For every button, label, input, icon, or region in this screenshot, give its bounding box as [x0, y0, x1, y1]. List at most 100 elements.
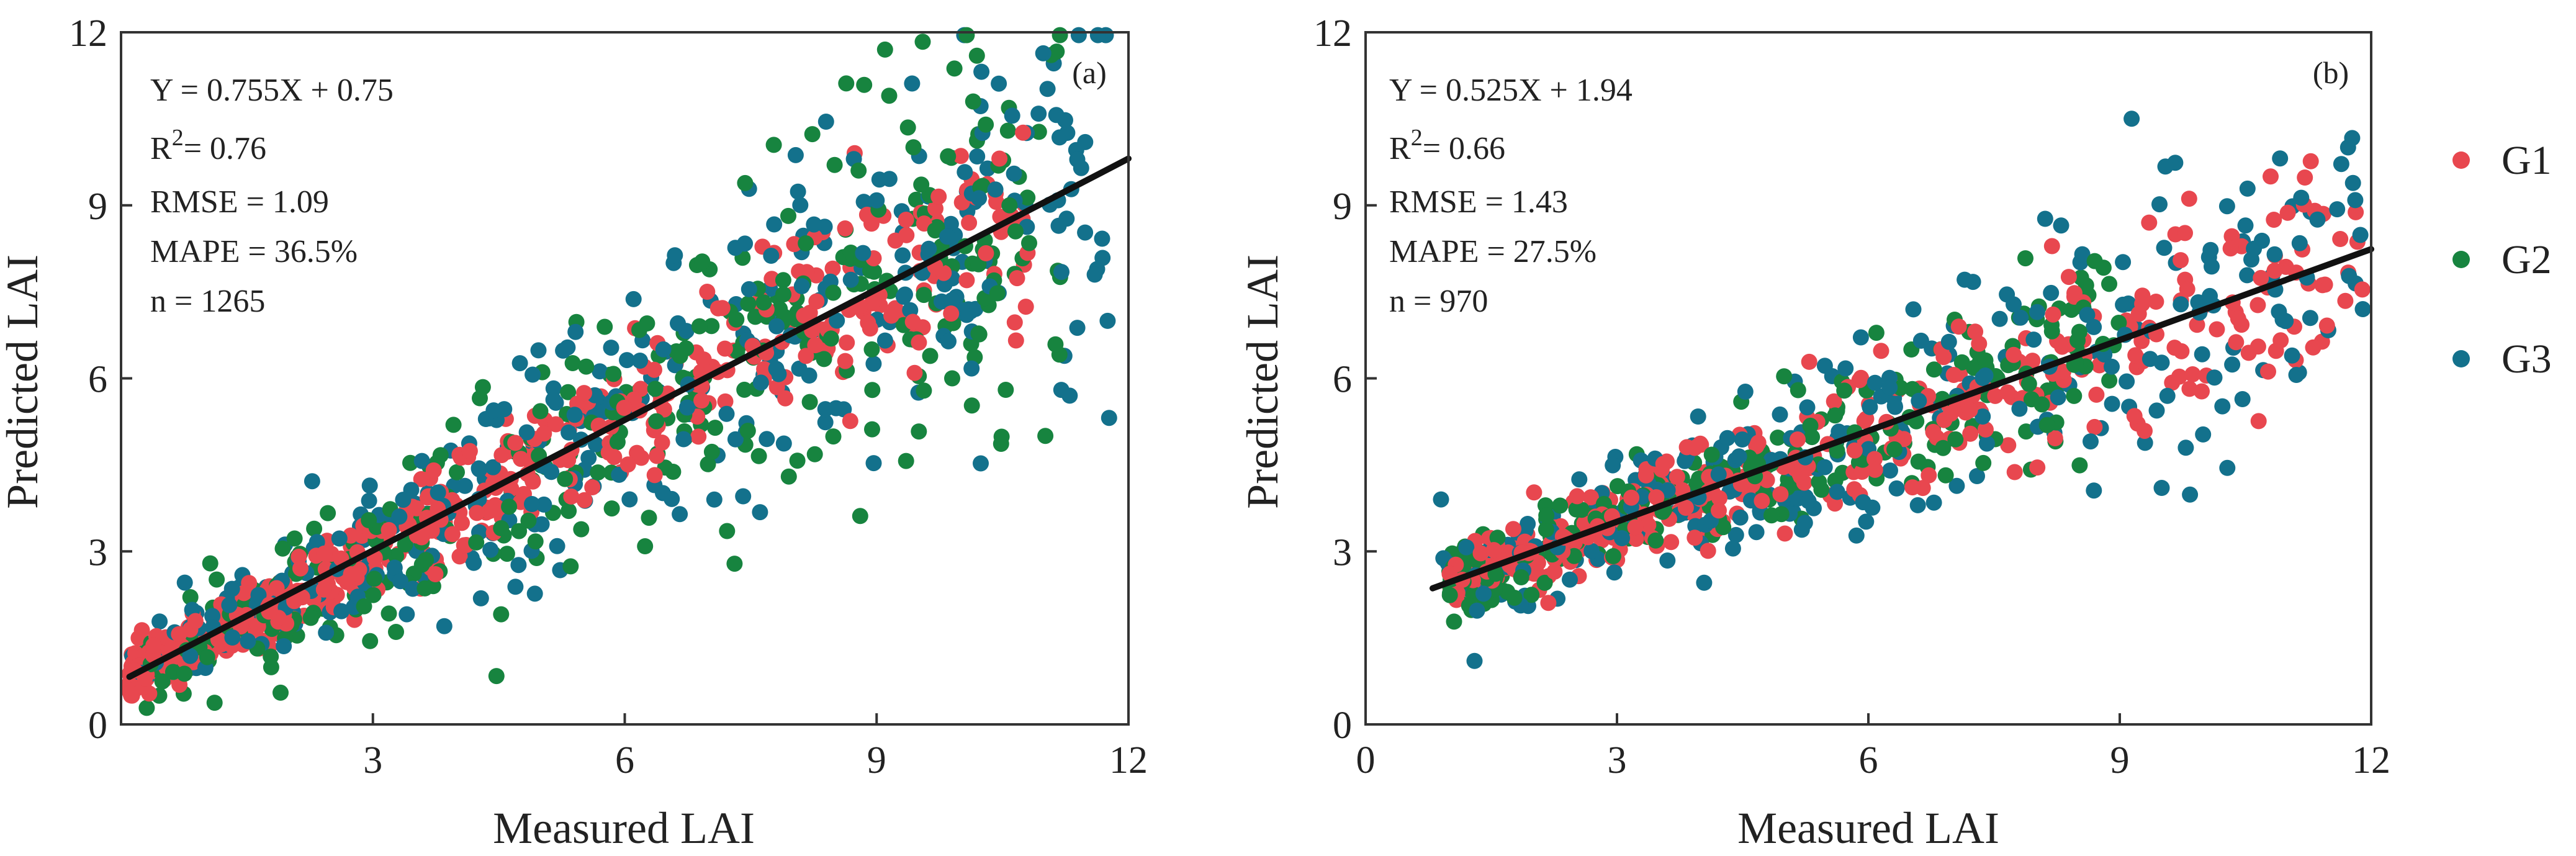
point-g1-b-h0	[2263, 168, 2279, 185]
point-g2-a-864	[639, 315, 655, 331]
point-g1-b-590	[1999, 384, 2016, 401]
point-g2-b-679	[1538, 521, 1554, 538]
point-g1-a-806	[513, 451, 529, 467]
point-g1-b-850	[2253, 269, 2269, 286]
point-g2-b-186	[1925, 361, 1942, 378]
point-g3-b-652	[2266, 246, 2283, 263]
point-g2-a-1190	[445, 417, 462, 433]
y-tick-label-a-0: 0	[88, 705, 107, 747]
point-g3-a-1189	[430, 484, 446, 501]
point-g2-a-852	[691, 318, 708, 335]
point-g3-a-1028	[894, 247, 911, 264]
point-g1-a-862	[619, 456, 636, 473]
stat-n-a: n = 1265	[150, 284, 265, 319]
point-g3-a-486	[1006, 165, 1022, 182]
point-g1-b-851	[1867, 461, 1883, 478]
point-g2-a-432	[999, 122, 1016, 139]
point-g1-b-495	[1873, 343, 1889, 359]
point-g2-b-727	[1552, 497, 1569, 514]
point-g1-a-767	[444, 526, 461, 543]
point-g3-b-616	[1855, 494, 1871, 511]
point-g2-a-1170	[780, 207, 796, 224]
point-g3-b-626	[2115, 254, 2132, 271]
point-g2-b-855	[1904, 381, 1921, 397]
point-g3-b-737	[2284, 347, 2300, 364]
point-g3-b-853	[1614, 530, 1630, 546]
point-g3-a-1111	[971, 190, 988, 207]
point-g2-a-252	[560, 384, 577, 400]
point-g2-b-44	[2101, 372, 2118, 389]
point-g2-a-370	[202, 555, 218, 572]
point-g1-a-1233	[381, 522, 397, 538]
point-g2-a-303	[138, 700, 155, 716]
x-tick-label-b-3: 3	[1608, 739, 1627, 782]
point-g3-a-1208	[510, 557, 527, 574]
point-g1-a-784	[716, 340, 733, 357]
regression-line-a	[126, 155, 1132, 680]
legend-marker-g1	[2452, 151, 2470, 169]
point-g1-a-1192	[904, 313, 921, 330]
point-g3-a-404	[1030, 106, 1047, 122]
point-g1-b-711	[2354, 281, 2371, 298]
point-g2-a-1122	[726, 556, 743, 572]
point-g1-a-1243	[268, 580, 285, 597]
point-g3-a-930	[842, 271, 859, 288]
point-g1-b-889	[2249, 297, 2266, 313]
point-g3-a-1002	[670, 315, 686, 331]
point-g2-a-519	[737, 174, 754, 191]
point-g3-b-788	[2239, 267, 2256, 284]
point-g3-a-587	[1094, 230, 1110, 247]
point-g2-a-1012	[825, 428, 842, 445]
point-g3-a-657	[151, 613, 168, 630]
point-g3-b-701	[2218, 198, 2235, 215]
point-g2-a-472	[388, 624, 404, 640]
point-g3-a-1201	[806, 216, 822, 233]
point-g2-a-866	[320, 505, 336, 521]
point-g3-a-1254	[471, 461, 488, 478]
y-tick-label-b-12: 12	[1313, 12, 1352, 55]
point-g1-b-932	[2337, 292, 2354, 309]
point-g3-a-625	[1099, 312, 1116, 329]
point-g3-a-1250	[855, 245, 871, 261]
point-g2-b-897	[1804, 429, 1821, 446]
point-g3-a-391	[632, 353, 648, 369]
point-g1-a-458	[584, 479, 601, 495]
point-g3-a-1229	[678, 399, 695, 416]
point-g3-b-641	[2341, 268, 2358, 284]
point-g2-a-585	[597, 318, 613, 335]
point-g2-a-760	[700, 456, 716, 472]
point-g2-a-h0	[876, 41, 893, 58]
point-g3-a-1152	[395, 492, 412, 508]
point-g1-b-954	[2066, 285, 2083, 302]
stat-rmse-b: RMSE = 1.43	[1389, 184, 1568, 220]
point-g2-b-891	[1827, 407, 1844, 424]
point-g2-a-1199	[365, 587, 382, 603]
point-g3-a-989	[555, 342, 572, 359]
point-g2-a-336	[703, 318, 720, 335]
stat-equation-a: Y = 0.755X + 0.75	[150, 73, 394, 108]
point-g1-a-1264	[137, 670, 153, 687]
point-g1-a-471	[547, 416, 564, 433]
point-g2-a-1172	[916, 382, 932, 399]
point-g2-a-1005	[418, 552, 435, 569]
x-tick-label-a-12: 12	[1109, 739, 1148, 782]
point-g3-b-948	[2291, 235, 2308, 251]
point-g3-a-963	[871, 171, 888, 188]
point-g3-a-1103	[793, 278, 810, 294]
point-g3-a-1068	[943, 292, 960, 309]
point-g1-b-946	[1790, 431, 1806, 448]
point-g3-a-1158	[176, 574, 193, 591]
point-g3-b-912	[1469, 602, 1485, 619]
point-g3-a-1063	[1073, 160, 1089, 176]
point-g1-b-907	[1711, 502, 1727, 519]
point-g2-a-970	[958, 27, 975, 43]
point-g1-a-1119	[425, 462, 442, 479]
point-g2-b-873	[1538, 507, 1555, 524]
point-g2-a-405	[641, 510, 657, 526]
point-g1-b-862	[2006, 464, 2023, 480]
point-g3-b-638	[1583, 543, 1600, 559]
point-g1-a-693	[898, 227, 915, 243]
point-g3-a-1106	[727, 240, 744, 256]
point-g3-a-186	[545, 380, 562, 397]
point-g1-a-1225	[616, 400, 633, 416]
